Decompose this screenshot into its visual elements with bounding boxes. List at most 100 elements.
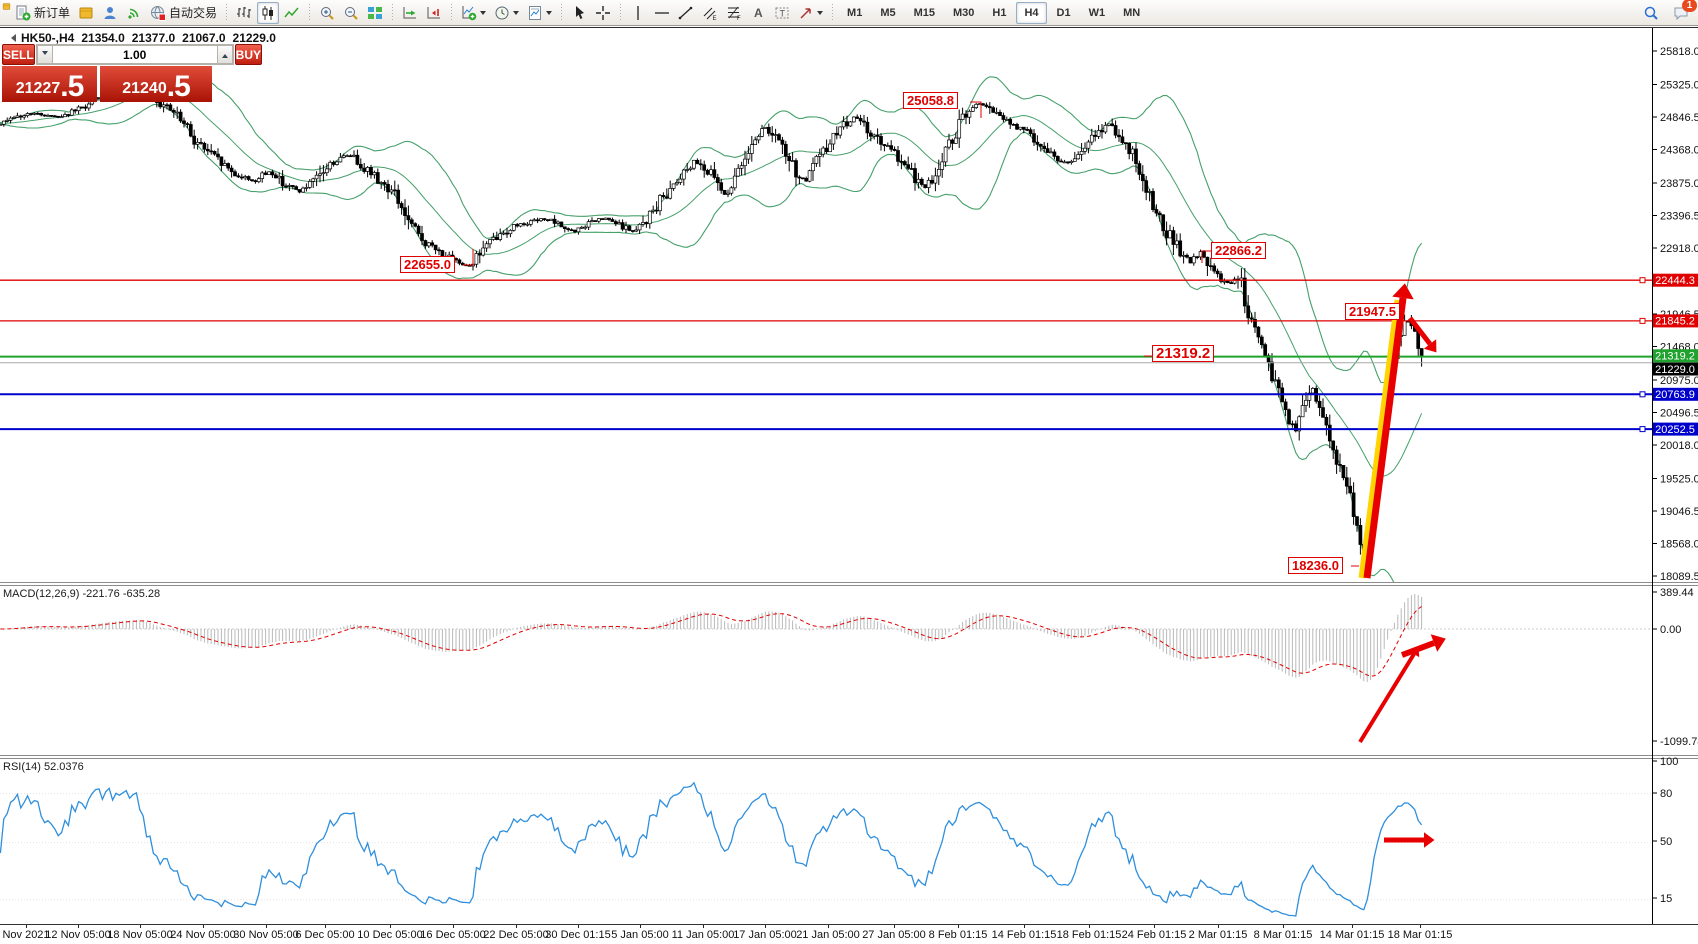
channel-button[interactable]: E <box>699 2 721 24</box>
svg-text:F: F <box>737 16 741 21</box>
timeframe-h4-button[interactable]: H4 <box>1016 1 1047 24</box>
svg-text:20975.0: 20975.0 <box>1660 375 1698 387</box>
volume-input[interactable] <box>52 45 217 64</box>
time-label: Nov 2021 <box>2 929 50 941</box>
time-tick <box>1089 925 1090 928</box>
time-tick <box>1218 925 1219 928</box>
timeframe-w1-button[interactable]: W1 <box>1081 2 1114 24</box>
time-tick <box>1154 925 1155 928</box>
price-annotation: 21319.2 <box>1152 345 1215 362</box>
zoom-out-button[interactable] <box>340 2 362 24</box>
chevron-down-icon <box>546 11 553 18</box>
svg-text:21229.0: 21229.0 <box>1655 364 1695 376</box>
buy-price-pips: .5 <box>166 70 191 103</box>
sell-button[interactable]: SELL <box>2 44 35 65</box>
periods-button[interactable] <box>491 2 522 24</box>
sell-price[interactable]: 21227 .5 <box>2 66 97 102</box>
text-button[interactable]: A <box>747 2 769 24</box>
timeframe-m1-button[interactable]: M1 <box>839 2 870 24</box>
svg-text:24846.5: 24846.5 <box>1660 112 1698 124</box>
new-order-button[interactable]: 新订单 <box>12 2 73 24</box>
indicators-button[interactable] <box>458 2 489 24</box>
svg-text:25325.0: 25325.0 <box>1660 80 1698 92</box>
timeframe-m5-button[interactable]: M5 <box>872 2 903 24</box>
svg-text:T: T <box>780 8 786 18</box>
tile-windows-button[interactable] <box>364 2 386 24</box>
chevron-down-icon <box>817 11 824 18</box>
time-label: 8 Mar 01:15 <box>1253 929 1313 941</box>
svg-text:20018.0: 20018.0 <box>1660 440 1698 452</box>
zoom-in-button[interactable] <box>316 2 338 24</box>
window-divider <box>0 27 1698 28</box>
trendline-button[interactable] <box>675 2 697 24</box>
svg-text:18568.0: 18568.0 <box>1660 539 1698 551</box>
toolbar-separator <box>306 2 314 23</box>
label-button[interactable]: T <box>771 2 793 24</box>
timeframe-h1-button[interactable]: H1 <box>984 2 1014 24</box>
auto-scroll-button[interactable] <box>399 2 421 24</box>
chart-shift-button[interactable] <box>423 2 445 24</box>
horizontal-line-button[interactable] <box>651 2 673 24</box>
cursor-button[interactable] <box>568 2 590 24</box>
notifications-icon[interactable]: 1 <box>1670 0 1697 24</box>
search-icon[interactable] <box>1640 2 1662 24</box>
volume-decrease-button[interactable] <box>36 45 53 64</box>
svg-text:389.44: 389.44 <box>1660 587 1694 599</box>
high-value: 21377.0 <box>131 31 176 45</box>
svg-text:23875.0: 23875.0 <box>1660 178 1698 190</box>
timeframe-d1-button[interactable]: D1 <box>1049 2 1079 24</box>
chevron-down-icon <box>513 11 520 18</box>
collapse-triangle-icon[interactable] <box>7 34 16 42</box>
buy-price-int: 21240 <box>122 80 167 97</box>
macd-main-value: -221.76 <box>82 588 120 600</box>
svg-text:0.00: 0.00 <box>1660 624 1681 636</box>
svg-text:A: A <box>754 6 763 20</box>
buy-price[interactable]: 21240 .5 <box>100 66 212 102</box>
time-label: 10 Dec 05:00 <box>357 929 423 941</box>
fibonacci-button[interactable]: F <box>723 2 745 24</box>
line-chart-button[interactable] <box>281 2 303 24</box>
notification-badge: 1 <box>1682 0 1697 12</box>
community-button[interactable] <box>99 2 121 24</box>
time-tick <box>1024 925 1025 928</box>
vertical-line-button[interactable] <box>627 2 649 24</box>
toolbar-separator <box>617 2 625 23</box>
signals-button[interactable] <box>123 2 145 24</box>
time-label: 14 Mar 01:15 <box>1319 929 1385 941</box>
toolbar-separator <box>389 2 397 23</box>
timeframe-m30-button[interactable]: M30 <box>945 2 982 24</box>
trade-controls-row: SELL BUY <box>2 44 263 65</box>
macd-name: MACD(12,26,9) <box>3 588 80 600</box>
shapes-button[interactable] <box>795 2 826 24</box>
time-label: 22 Dec 05:00 <box>483 929 549 941</box>
templates-button[interactable] <box>524 2 555 24</box>
time-label: 18 Nov 05:00 <box>107 929 173 941</box>
rsi-indicator-label: RSI(14) 52.0376 <box>3 761 84 773</box>
svg-text:20496.5: 20496.5 <box>1660 408 1698 420</box>
volume-increase-button[interactable] <box>216 45 233 64</box>
time-label: 18 Mar 01:15 <box>1387 929 1453 941</box>
time-label: 24 Feb 01:15 <box>1121 929 1187 941</box>
bar-chart-button[interactable] <box>233 2 255 24</box>
crosshair-button[interactable] <box>592 2 614 24</box>
toolbar: 新订单 自动交易 E F A T M1 M5 M15 M30 H1 H4 D1 W1 MN 1 <box>0 0 1698 26</box>
candle-chart-button[interactable] <box>257 1 280 24</box>
clipped-toolbar-icon[interactable] <box>2 2 11 24</box>
svg-text:15: 15 <box>1660 893 1672 905</box>
svg-text:22918.0: 22918.0 <box>1660 243 1698 255</box>
buy-button[interactable]: BUY <box>234 44 263 65</box>
toolbar-separator <box>223 2 231 23</box>
svg-text:19525.0: 19525.0 <box>1660 474 1698 486</box>
toolbar-separator <box>448 2 456 23</box>
charts-profile-button[interactable] <box>75 2 97 24</box>
timeframe-mn-button[interactable]: MN <box>1115 2 1148 24</box>
price-annotation: 21947.5 <box>1345 303 1400 320</box>
time-label: 16 Dec 05:00 <box>420 929 486 941</box>
autotrade-button[interactable]: 自动交易 <box>147 2 220 24</box>
time-axis: Nov 2021 12 Nov 05:00 18 Nov 05:00 24 Nov 0… <box>0 925 1698 944</box>
timeframe-m15-button[interactable]: M15 <box>906 2 943 24</box>
time-label: 14 Feb 01:15 <box>991 929 1057 941</box>
new-order-button-label: 新订单 <box>34 6 71 20</box>
